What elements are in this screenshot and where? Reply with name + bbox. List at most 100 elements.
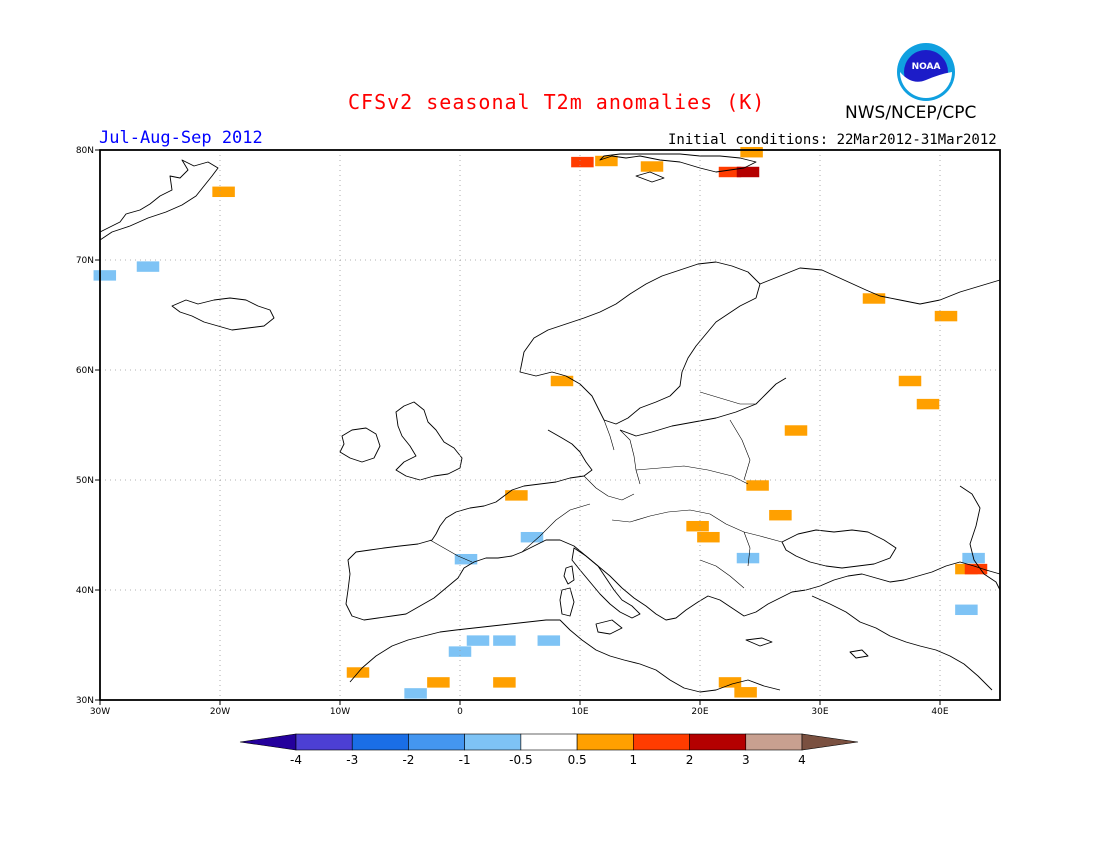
anomaly-cell — [898, 375, 922, 387]
coastline-great-britain — [395, 401, 463, 481]
colorbar-segment — [408, 733, 465, 751]
map-frame — [99, 149, 1001, 701]
colorbar-max-arrow — [801, 733, 859, 751]
colorbar-segment — [576, 733, 634, 751]
lon-tick-label: 10W — [330, 707, 350, 717]
coastline-svalbard — [599, 153, 757, 183]
coastline-italy — [571, 547, 641, 619]
anomaly-cell — [550, 375, 574, 387]
anomaly-cell — [212, 186, 235, 198]
colorbar-segment — [633, 733, 690, 751]
anomaly-cell — [862, 293, 886, 304]
map-title: CFSv2 seasonal T2m anomalies (K) — [348, 90, 766, 114]
coastline-sardinia — [559, 587, 575, 617]
anomaly-cell — [736, 166, 760, 178]
anomaly-cell — [916, 398, 940, 410]
colorbar-segment — [295, 733, 353, 751]
anomaly-cell — [493, 677, 516, 688]
anomaly-cell — [520, 531, 544, 543]
anomaly-cell — [784, 425, 808, 436]
colorbar-label: 4 — [798, 753, 806, 767]
lon-tick-label: 30E — [811, 707, 828, 717]
lon-tick-label: 30W — [90, 707, 110, 717]
colorbar-label: 1 — [630, 753, 638, 767]
coastlines — [99, 153, 1001, 693]
anomaly-cells — [93, 146, 988, 699]
coastline-corsica — [563, 565, 575, 585]
anomaly-cell — [736, 552, 760, 564]
lon-tick-label: 20E — [691, 707, 708, 717]
colorbar-segment — [689, 733, 747, 751]
anomaly-cell — [934, 310, 958, 322]
colorbar-segment — [351, 733, 409, 751]
coastline-greenland — [99, 159, 219, 241]
map-gridlines — [100, 150, 1000, 700]
anomaly-cell — [595, 155, 618, 167]
anomaly-cell — [964, 563, 988, 575]
coastline-scandinavia — [519, 261, 761, 425]
lat-tick-label: 50N — [76, 476, 94, 486]
anomaly-cell — [493, 635, 516, 646]
coastline-ireland — [339, 427, 381, 463]
colorbar-label: 2 — [686, 753, 694, 767]
logo-text: NOAA — [912, 62, 941, 72]
lat-tick-label: 30N — [76, 696, 94, 706]
anomaly-cell — [571, 156, 594, 168]
colorbar-label: -1 — [459, 753, 471, 767]
anomaly-cell — [718, 166, 742, 178]
anomaly-cell — [697, 531, 720, 543]
anomaly-cell — [640, 161, 664, 172]
anomaly-cell — [93, 270, 117, 281]
colorbar-label: -0.5 — [509, 753, 532, 767]
lat-tick-label: 70N — [76, 256, 94, 266]
anomaly-cell — [136, 261, 160, 272]
initial-conditions: Initial conditions: 22Mar2012-31Mar2012 — [668, 132, 997, 148]
anomaly-cell — [448, 646, 472, 657]
colorbar-label: 3 — [742, 753, 750, 767]
lon-tick-label: 10E — [571, 707, 588, 717]
coastline-caspian — [959, 485, 1001, 591]
coastline-crete — [745, 637, 773, 647]
anomaly-cell — [427, 677, 450, 688]
colorbar-label: 0.5 — [568, 753, 587, 767]
coastline-north-africa — [349, 619, 781, 693]
anomaly-cell — [769, 509, 792, 521]
colorbar-segment — [520, 733, 578, 751]
lon-tick-label: 40E — [931, 707, 948, 717]
coastline-kola — [759, 267, 1001, 305]
anomaly-cell — [466, 635, 490, 646]
lon-tick-label: 0 — [457, 707, 463, 717]
anomaly-cell — [746, 480, 769, 491]
forecast-period: Jul-Aug-Sep 2012 — [99, 128, 263, 148]
anomaly-cell — [686, 520, 709, 532]
lat-tick-label: 60N — [76, 366, 94, 376]
lon-tick-label: 20W — [210, 707, 230, 717]
colorbar-segment — [464, 733, 522, 751]
coastline-anatolia — [811, 595, 993, 691]
coastline-cyprus — [849, 649, 869, 659]
colorbar-label: -4 — [290, 753, 302, 767]
lat-tick-label: 40N — [76, 586, 94, 596]
lat-tick-label: 80N — [76, 146, 94, 156]
anomaly-cell — [734, 687, 757, 698]
coastline-black-sea — [781, 529, 897, 569]
axis-ticks: 30W 20W 10W 0 10E 20E 30E 40E 30N 40N 50N 60N 70N 80N — [76, 146, 949, 717]
anomaly-cell — [718, 677, 742, 688]
anomaly-cell — [955, 604, 978, 616]
noaa-logo: NOAA — [897, 43, 955, 101]
anomaly-cell — [537, 635, 561, 646]
country-borders — [429, 391, 783, 589]
colorbar: -4 -3 -2 -1 -0.5 0.5 1 2 3 4 — [239, 733, 859, 767]
colorbar-min-arrow — [239, 733, 297, 751]
agency-label: NWS/NCEP/CPC — [845, 103, 977, 123]
colorbar-label: -3 — [346, 753, 358, 767]
colorbar-label: -2 — [402, 753, 414, 767]
coastline-sicily — [595, 619, 623, 635]
coastline-iceland — [171, 297, 275, 331]
coastline-continental-europe — [345, 377, 1001, 621]
anomaly-cell — [740, 146, 763, 158]
anomaly-cell — [404, 688, 427, 699]
colorbar-segment — [745, 733, 803, 751]
anomaly-cell — [505, 490, 528, 501]
